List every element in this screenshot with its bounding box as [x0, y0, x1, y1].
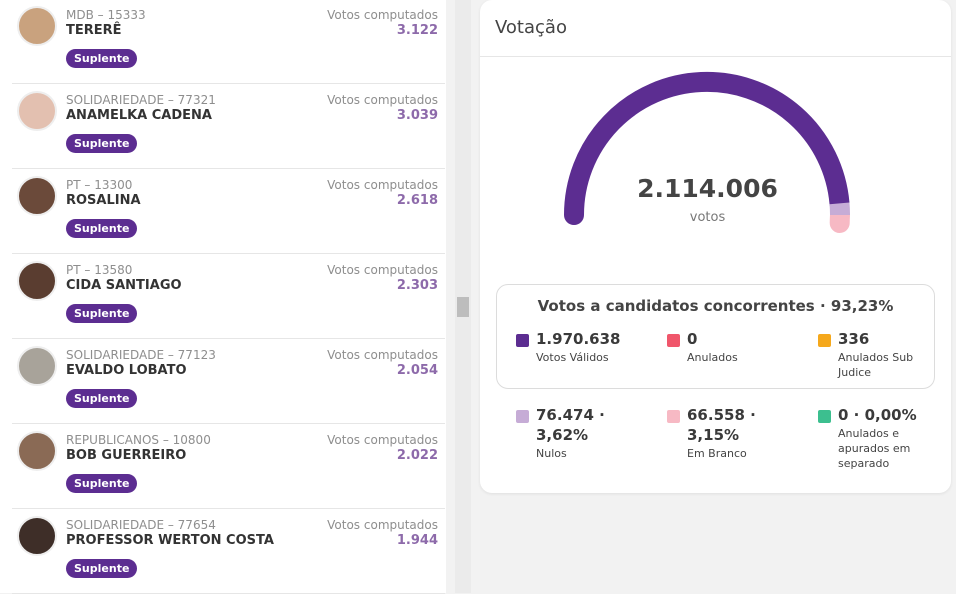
party: SOLIDARIEDADE – 77321	[66, 93, 216, 107]
item-label: Anulados e apurados em separado	[838, 426, 923, 471]
votes-label: Votos computados	[238, 178, 438, 192]
votes-label: Votos computados	[238, 433, 438, 447]
status-badge: Suplente	[66, 219, 137, 238]
votes: 2.054	[238, 363, 438, 378]
votes-label: Votos computados	[238, 263, 438, 277]
item-label: Votos Válidos	[536, 350, 621, 365]
row-divider	[12, 508, 445, 509]
item-value: 0 · 0,00%	[838, 405, 933, 425]
item-label: Nulos	[536, 446, 621, 461]
scrollbar-thumb[interactable]	[457, 297, 469, 317]
party: SOLIDARIEDADE – 77123	[66, 348, 216, 362]
avatar	[17, 516, 57, 556]
item-label: Em Branco	[687, 446, 772, 461]
item-value: 76.474 · 3,62%	[536, 405, 631, 445]
item-label: Anulados	[687, 350, 772, 365]
party: PT – 13580	[66, 263, 132, 277]
vote-card: Votação 2.114.006 votos Votos a candidat…	[480, 0, 951, 493]
votes: 2.022	[238, 448, 438, 463]
party: MDB – 15333	[66, 8, 146, 22]
candidate-name: ROSALINA	[66, 193, 141, 208]
legend-swatch	[667, 334, 680, 347]
row-divider	[12, 253, 445, 254]
candidate-name: EVALDO LOBATO	[66, 363, 187, 378]
status-badge: Suplente	[66, 134, 137, 153]
gauge-total-label: votos	[480, 210, 935, 225]
avatar	[17, 6, 57, 46]
candidate-name: CIDA SANTIAGO	[66, 278, 182, 293]
avatar	[17, 346, 57, 386]
avatar	[17, 431, 57, 471]
votes: 1.944	[238, 533, 438, 548]
votes-label: Votos computados	[238, 518, 438, 532]
status-badge: Suplente	[66, 559, 137, 578]
votes: 2.303	[238, 278, 438, 293]
avatar	[17, 176, 57, 216]
status-badge: Suplente	[66, 389, 137, 408]
row-divider	[12, 83, 445, 84]
legend-swatch	[516, 334, 529, 347]
legend-swatch	[667, 410, 680, 423]
item-value: 336	[838, 329, 933, 349]
votes-label: Votos computados	[238, 8, 438, 22]
avatar	[17, 91, 57, 131]
votes-label: Votos computados	[238, 93, 438, 107]
party: SOLIDARIEDADE – 77654	[66, 518, 216, 532]
candidate-name: ANAMELKA CADENA	[66, 108, 212, 123]
legend-swatch	[818, 334, 831, 347]
status-badge: Suplente	[66, 49, 137, 68]
item-value: 1.970.638	[536, 329, 631, 349]
item-label: Anulados Sub Judice	[838, 350, 923, 380]
status-badge: Suplente	[66, 474, 137, 493]
avatar	[17, 261, 57, 301]
candidate-name: TERERÊ	[66, 23, 122, 38]
party: REPUBLICANOS – 10800	[66, 433, 211, 447]
summary-title: Votos a candidatos concorrentes · 93,23%	[497, 297, 934, 315]
legend-swatch	[516, 410, 529, 423]
votes: 3.122	[238, 23, 438, 38]
votes: 2.618	[238, 193, 438, 208]
row-divider	[12, 338, 445, 339]
legend-swatch	[818, 410, 831, 423]
candidate-name: BOB GUERREIRO	[66, 448, 186, 463]
party: PT – 13300	[66, 178, 132, 192]
item-value: 0	[687, 329, 782, 349]
row-divider	[12, 168, 445, 169]
row-divider	[12, 423, 445, 424]
item-value: 66.558 · 3,15%	[687, 405, 782, 445]
votes-label: Votos computados	[238, 348, 438, 362]
gauge-total: 2.114.006	[480, 174, 935, 203]
votes: 3.039	[238, 108, 438, 123]
status-badge: Suplente	[66, 304, 137, 323]
